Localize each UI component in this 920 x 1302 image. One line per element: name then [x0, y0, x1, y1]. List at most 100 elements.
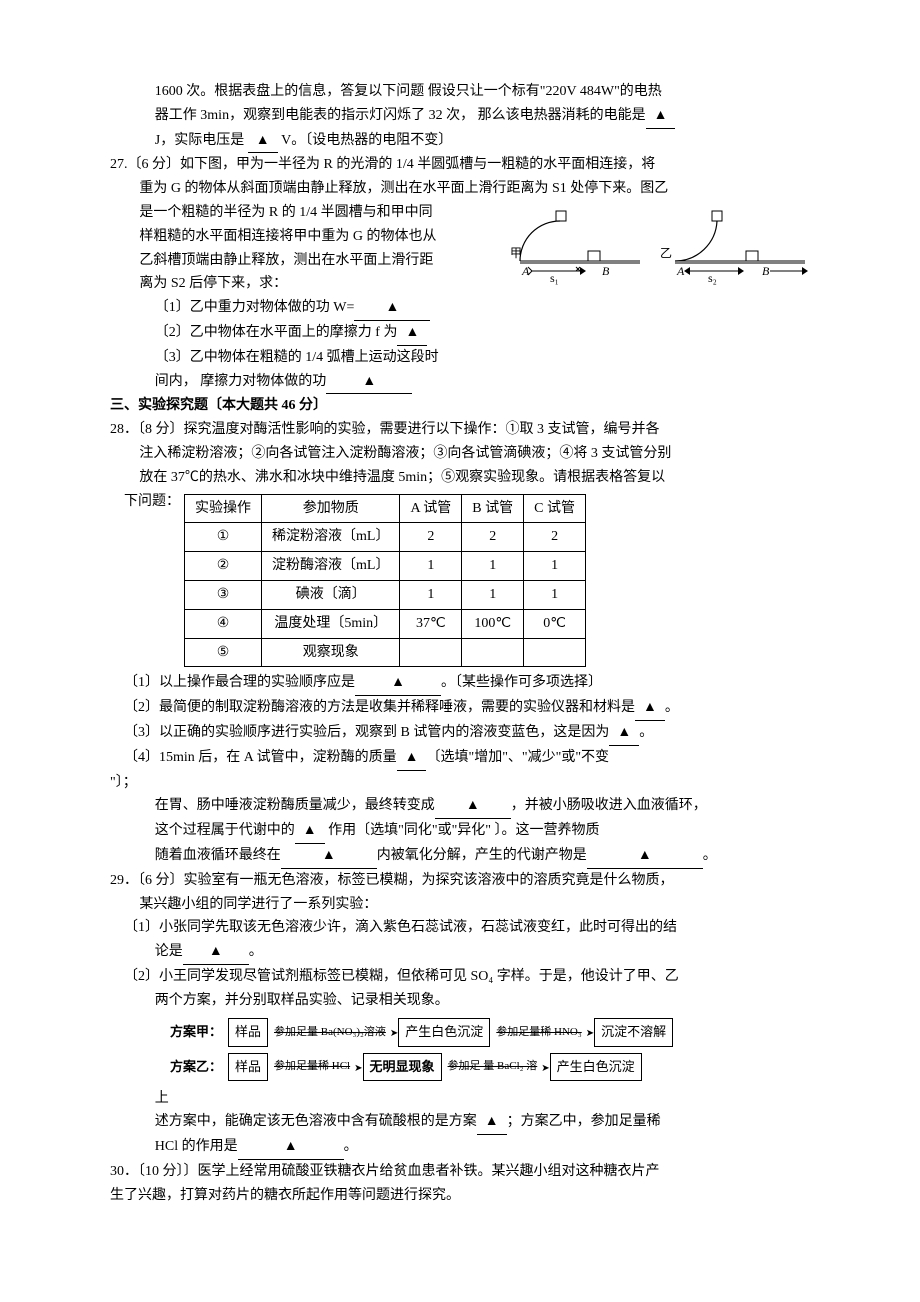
th-a: A 试管: [400, 494, 462, 523]
q26-line3: J，实际电压是 ▲ V。〔设电热器的电阻不变〕: [110, 129, 810, 154]
q26-blank-voltage[interactable]: ▲: [248, 129, 278, 154]
table-row: ⑤观察现象: [185, 638, 586, 667]
fig-label-s1: s₁: [550, 271, 559, 285]
th-add: 参加物质: [262, 494, 400, 523]
q26-l2-text: 器工作 3min，观察到电能表的指示灯闪烁了 32 次， 那么该电热器消耗的电能…: [155, 108, 646, 123]
q28-blank-order[interactable]: ▲: [355, 671, 441, 696]
q28-p3-a: 〔3〕以正确的实验顺序进行实验后，观察到 B 试管内的溶液变蓝色，这是因为: [124, 725, 609, 740]
flow-plan-b: 方案乙： 样品 参加足量稀 HCl 无明显现象 参加足 量 BaCl₂ 溶 产生…: [170, 1053, 810, 1081]
q28-blank-product[interactable]: ▲: [587, 844, 703, 869]
q28-p6-a: 这个过程属于代谢中的: [155, 823, 295, 838]
q26-l3-b: V。〔设电热器的电阻不变〕: [278, 133, 453, 148]
q29-p1b: 论是▲。: [110, 940, 810, 965]
q28-p7-b: 内被氧化分解，产生的代谢产物是: [377, 848, 587, 863]
cell: 100℃: [462, 609, 524, 638]
flow-box-white2: 产生白色沉淀: [550, 1053, 642, 1081]
cell: 1: [400, 552, 462, 581]
q28-p1-b: 。〔某些操作可多项选择〕: [441, 675, 602, 690]
table-row: ③碘液〔滴〕111: [185, 580, 586, 609]
q28-p1-a: 〔1〕以上操作最合理的实验顺序应是: [124, 675, 355, 690]
q28-p2-b: 。: [665, 700, 679, 715]
q28-p5: 在胃、肠中唾液淀粉酶质量减少，最终转变成▲，并被小肠吸收进入血液循环，: [110, 794, 810, 819]
q28-p3-b: 。: [639, 725, 653, 740]
q29-p1a: 〔1〕小张同学先取该无色溶液少许，滴入紫色石蕊试液，石蕊试液变红，此时可得出的结: [110, 916, 810, 940]
q28-p7: 随着血液循环最终在▲内被氧化分解，产生的代谢产物是▲。: [110, 844, 810, 869]
cell: 1: [462, 552, 524, 581]
cell: 碘液〔滴〕: [262, 580, 400, 609]
q29-blank-conclusion[interactable]: ▲: [183, 940, 249, 965]
q28-blank-mass[interactable]: ▲: [397, 746, 427, 771]
q28-p2: 〔2〕最简便的制取淀粉酶溶液的方法是收集并稀释唾液，需要的实验仪器和材料是▲。: [110, 696, 810, 721]
q26-blank-energy[interactable]: ▲: [646, 104, 676, 129]
fig-label-A1: A: [521, 264, 530, 278]
q28-p4-b: 〔选填"增加"、"减少"或"不变: [426, 750, 609, 765]
q28-blank-tool[interactable]: ▲: [635, 696, 665, 721]
q27-p3: 〔3〕乙中物体在粗糙的 1/4 弧槽上运动这段时: [110, 346, 810, 370]
flow-plan-a: 方案甲： 样品 参加足量 Ba(NO₃)₂溶液 产生白色沉淀 参加足量稀 HNO…: [170, 1018, 810, 1046]
fig-label-B2: B: [762, 264, 770, 278]
table-row: ①稀淀粉溶液〔mL〕222: [185, 523, 586, 552]
q29-l2: 某兴趣小组的同学进行了一系列实验：: [110, 893, 810, 917]
q26-l3-a: J，实际电压是: [155, 133, 248, 148]
cell: 2: [462, 523, 524, 552]
q27-figure: 甲 A s₁ B 乙 A s₂ B: [510, 205, 810, 304]
q28-p4: 〔4〕15min 后，在 A 试管中，淀粉酶的质量▲〔选填"增加"、"减少"或"…: [110, 746, 810, 771]
q28-p6-b: 作用〔选填"同化"或"异化" 〕。这一营养物质: [325, 823, 600, 838]
cell: 温度处理〔5min〕: [262, 609, 400, 638]
q28-blank-metab[interactable]: ▲: [295, 819, 325, 844]
q29-blank-hcl[interactable]: ▲: [238, 1135, 344, 1160]
cell: ②: [185, 552, 262, 581]
flow-arrow: 参加足 量 BaCl₂ 溶: [444, 1057, 542, 1076]
q27-p2-text: 〔2〕乙中物体在水平面上的摩擦力 f 为: [155, 325, 398, 340]
table-row: ②淀粉酶溶液〔mL〕111: [185, 552, 586, 581]
q29-blank-plan[interactable]: ▲: [477, 1110, 507, 1135]
q27-blank-f[interactable]: ▲: [397, 321, 427, 346]
q28-table: 实验操作 参加物质 A 试管 B 试管 C 试管 ①稀淀粉溶液〔mL〕222 ②…: [184, 494, 586, 668]
q27-blank-wf[interactable]: ▲: [326, 370, 412, 395]
fig-label-jia: 甲: [510, 246, 522, 260]
cell: 1: [400, 580, 462, 609]
q26-line1: 1600 次。根据表盘上的信息，答复以下问题 假设只让一个标有"220V 484…: [110, 80, 810, 104]
q28-p7-c: 。: [703, 848, 717, 863]
q27-p4: 间内， 摩擦力对物体做的功▲: [110, 370, 810, 395]
q29-head: 29．〔6 分〕实验室有一瓶无色溶液，标签已模糊，为探究该溶液中的溶质究竟是什么…: [110, 869, 810, 893]
cell: 观察现象: [262, 638, 400, 667]
section3-title: 三、实验探究题〔本大题共 46 分〕: [110, 394, 810, 418]
table-row: ④温度处理〔5min〕37℃100℃0℃: [185, 609, 586, 638]
flow-box-white1: 产生白色沉淀: [398, 1018, 490, 1046]
q26-line2: 器工作 3min，观察到电能表的指示灯闪烁了 32 次， 那么该电热器消耗的电能…: [110, 104, 810, 129]
q30-l1: 30．〔10 分〕〕医学上经常用硫酸亚铁糖衣片给贫血患者补铁。某兴趣小组对这种糖…: [110, 1160, 810, 1184]
cell: ④: [185, 609, 262, 638]
q28-p6: 这个过程属于代谢中的▲ 作用〔选填"同化"或"异化" 〕。这一营养物质: [110, 819, 810, 844]
cell: [400, 638, 462, 667]
q27-l2: 重为 G 的物体从斜面顶端由静止释放，测出在水平面上滑行距离为 S1 处停下来。…: [110, 177, 810, 201]
q28-head: 28．〔8 分〕探究温度对酶活性影响的实验，需要进行以下操作：①取 3 支试管，…: [110, 418, 810, 442]
q28-blank-where[interactable]: ▲: [281, 844, 377, 869]
q27-blank-w[interactable]: ▲: [354, 296, 430, 321]
q29-p3b-b: ；方案乙中，参加足量稀: [507, 1114, 661, 1129]
q28-l3: 放在 37℃的热水、沸水和冰块中维持温度 5min；⑤观察实验现象。请根据表格答…: [110, 466, 810, 490]
cell: [524, 638, 586, 667]
q29-p1b-a: 论是: [155, 944, 183, 959]
flow-box-sample-b: 样品: [228, 1053, 268, 1081]
q29-p3c-a: HCl 的作用是: [155, 1139, 238, 1154]
cell: 稀淀粉溶液〔mL〕: [262, 523, 400, 552]
th-b: B 试管: [462, 494, 524, 523]
flow-box-sample-a: 样品: [228, 1018, 268, 1046]
q28-p5-b: ，并被小肠吸收进入血液循环，: [511, 798, 707, 813]
q28-l2: 注入稀淀粉溶液；②向各试管注入淀粉酶溶液；③向各试管滴碘液；④将 3 支试管分别: [110, 442, 810, 466]
cell: 2: [400, 523, 462, 552]
cell: ③: [185, 580, 262, 609]
q27-p2: 〔2〕乙中物体在水平面上的摩擦力 f 为▲: [110, 321, 810, 346]
q29-p2a: 〔2〕小王同学发现尽管试剂瓶标签已模糊，但依稀可见 SO₄ 字样。于是，他设计了…: [110, 965, 810, 989]
flow-box-none: 无明显现象: [363, 1053, 442, 1081]
q28-p5-a: 在胃、肠中唾液淀粉酶质量减少，最终转变成: [155, 798, 435, 813]
cell: ⑤: [185, 638, 262, 667]
arrow-text: 参加足 量 BaCl₂ 溶: [444, 1057, 542, 1076]
q28-blank-convert[interactable]: ▲: [435, 794, 511, 819]
q28-blank-blue[interactable]: ▲: [609, 721, 639, 746]
cell: ①: [185, 523, 262, 552]
q28-p2-a: 〔2〕最简便的制取淀粉酶溶液的方法是收集并稀释唾液，需要的实验仪器和材料是: [124, 700, 635, 715]
q27-p1-text: 〔1〕乙中重力对物体做的功 W=: [155, 300, 355, 315]
q28-p3: 〔3〕以正确的实验顺序进行实验后，观察到 B 试管内的溶液变蓝色，这是因为▲。: [110, 721, 810, 746]
